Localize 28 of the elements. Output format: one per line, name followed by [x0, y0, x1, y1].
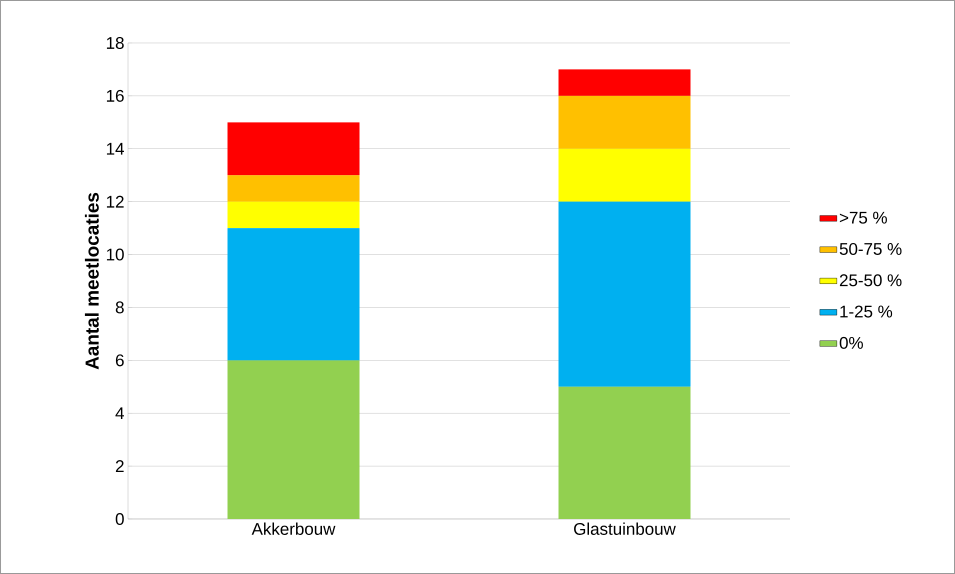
bar [558, 202, 691, 387]
y-tick-label: 18 [106, 36, 124, 49]
legend-label: >75 % [840, 212, 887, 224]
bar [228, 228, 360, 360]
y-tick-label: 6 [116, 354, 124, 366]
y-axis-title: Aantal meetlocaties [84, 192, 99, 370]
bar [228, 122, 360, 176]
y-tick-label: 2 [116, 460, 124, 472]
legend-label: 0% [840, 336, 863, 349]
bar [558, 69, 691, 96]
y-tick-label: 0 [116, 512, 124, 525]
y-tick-label: 10 [106, 248, 124, 261]
bar [228, 175, 360, 202]
legend-label: 1-25 % [840, 306, 892, 318]
x-tick-label: Glastuinbouw [574, 522, 676, 535]
legend-label: 25-50 % [840, 274, 902, 286]
legend-label: 50-75 % [840, 242, 902, 255]
y-tick-label: 4 [115, 407, 124, 420]
y-tick-label: 12 [106, 196, 124, 208]
x-tick-label: Akkerbouw [252, 522, 336, 535]
bar [558, 386, 691, 519]
bar [228, 202, 360, 228]
bar [558, 96, 691, 149]
y-tick-label: 8 [116, 301, 124, 314]
y-tick-label: 16 [106, 90, 124, 102]
bar [228, 360, 360, 519]
bar [558, 148, 691, 202]
y-tick-label: 14 [106, 142, 124, 155]
